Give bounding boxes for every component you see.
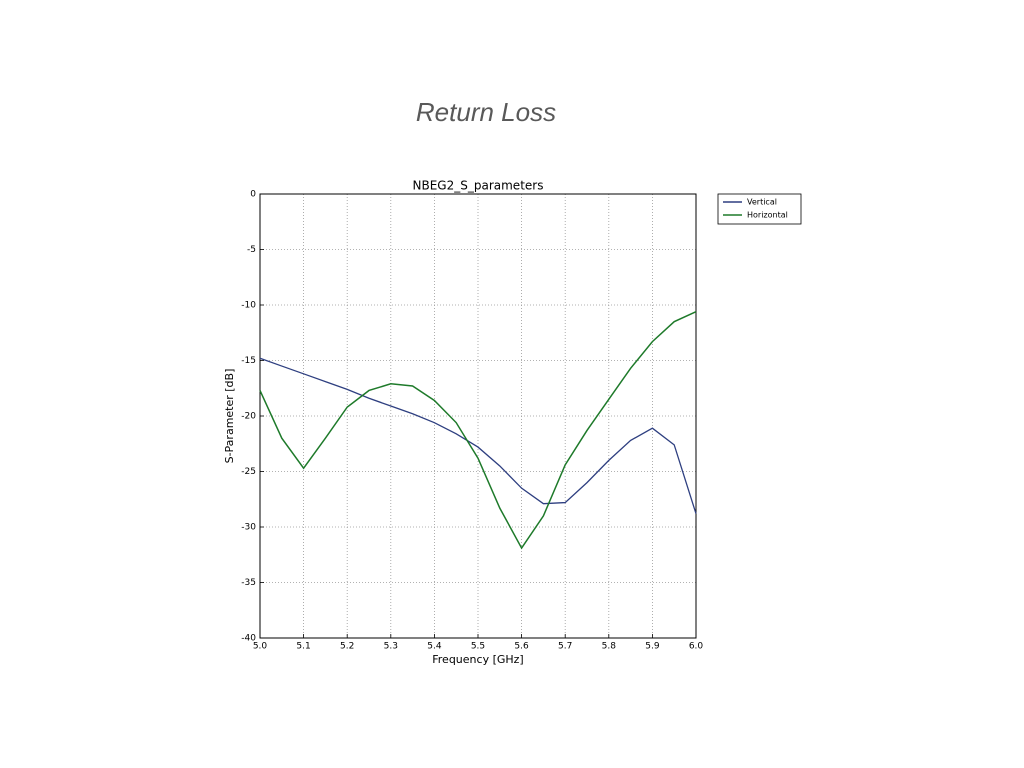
series-line: [259, 357, 697, 514]
y-tick-label: -20: [241, 412, 256, 422]
legend-label: Horizontal: [747, 211, 788, 220]
legend-box: [717, 193, 802, 225]
x-tick-label: 5.2: [340, 642, 354, 652]
x-tick-label: 6.0: [689, 642, 704, 652]
y-tick-label: -5: [247, 245, 256, 255]
slide-title: Return Loss: [416, 97, 556, 127]
x-tick-label: 5.4: [427, 642, 442, 652]
x-tick-label: 5.5: [471, 642, 485, 652]
y-tick-label: -35: [241, 578, 256, 588]
y-tick-label: -25: [241, 467, 256, 477]
x-tick-label: 5.1: [296, 642, 310, 652]
y-tick-label: 0: [250, 190, 256, 200]
y-tick-label: -10: [241, 301, 256, 311]
y-tick-label: -30: [241, 523, 256, 533]
legend-label: Vertical: [747, 198, 777, 207]
x-tick-label: 5.0: [253, 642, 268, 652]
x-axis-label: Frequency [GHz]: [432, 653, 523, 666]
y-tick-label: -40: [241, 634, 256, 644]
plot-frame: [259, 193, 697, 639]
x-tick-label: 5.8: [602, 642, 617, 652]
series-line: [259, 310, 697, 550]
y-tick-label: -15: [241, 356, 256, 366]
chart-title: NBEG2_S_parameters: [413, 179, 544, 193]
x-tick-label: 5.6: [514, 642, 529, 652]
x-tick-label: 5.3: [384, 642, 398, 652]
x-tick-label: 5.9: [645, 642, 660, 652]
x-tick-label: 5.7: [558, 642, 572, 652]
y-axis-label: S-Parameter [dB]: [223, 369, 236, 464]
